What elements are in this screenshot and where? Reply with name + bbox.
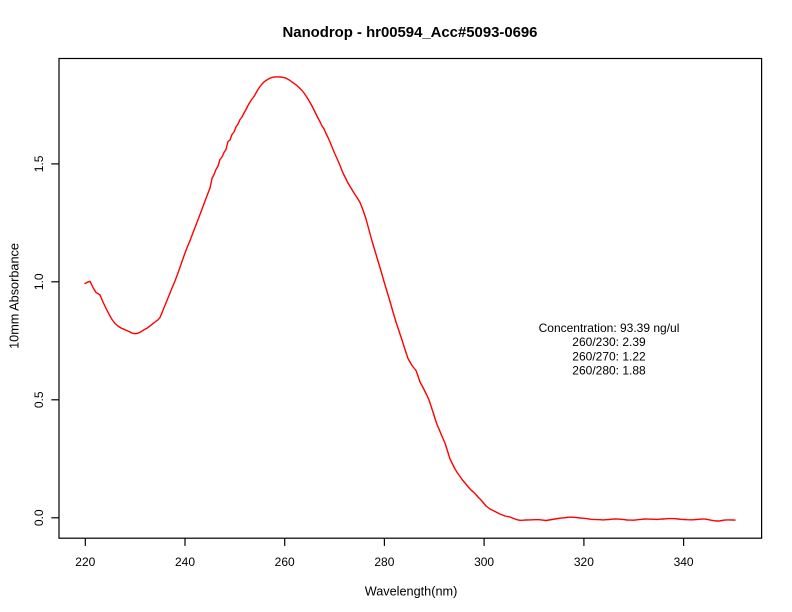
- svg-text:1.0: 1.0: [32, 273, 46, 290]
- svg-text:260/230: 2.39: 260/230: 2.39: [572, 335, 646, 349]
- svg-text:Wavelength(nm): Wavelength(nm): [365, 584, 458, 598]
- svg-text:10mm Absorbance: 10mm Absorbance: [8, 243, 22, 349]
- svg-text:280: 280: [374, 555, 394, 569]
- svg-text:0.5: 0.5: [32, 391, 46, 408]
- svg-text:300: 300: [474, 555, 494, 569]
- svg-text:1.5: 1.5: [32, 155, 46, 172]
- svg-text:Concentration: 93.39 ng/ul: Concentration: 93.39 ng/ul: [539, 321, 680, 335]
- svg-text:220: 220: [75, 555, 95, 569]
- svg-text:260: 260: [275, 555, 295, 569]
- svg-text:320: 320: [574, 555, 594, 569]
- svg-text:Nanodrop - hr00594_Acc#5093-06: Nanodrop - hr00594_Acc#5093-0696: [283, 25, 538, 41]
- svg-text:340: 340: [674, 555, 694, 569]
- svg-text:0.0: 0.0: [32, 509, 46, 526]
- svg-text:260/270: 1.22: 260/270: 1.22: [572, 349, 646, 363]
- svg-text:240: 240: [175, 555, 195, 569]
- svg-text:260/280: 1.88: 260/280: 1.88: [572, 364, 646, 378]
